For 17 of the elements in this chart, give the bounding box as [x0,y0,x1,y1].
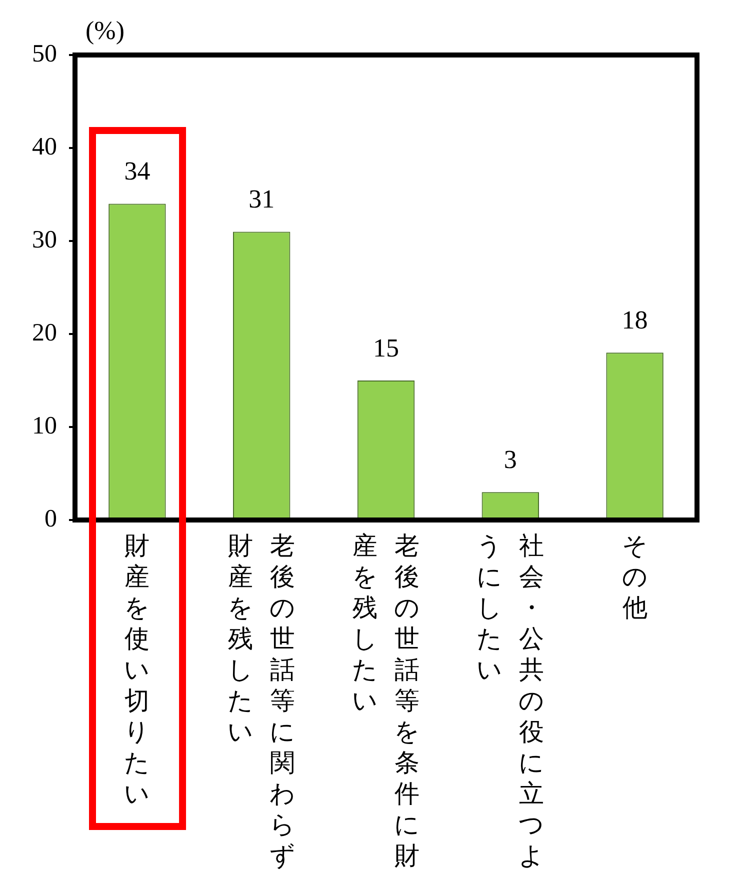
y-tick-label: 10 [32,412,57,440]
category-label: 財産を使い切りたい [124,531,150,808]
y-tick-label: 50 [32,40,57,68]
y-tick-label: 30 [32,226,57,254]
category-label: 社会・公共の役に立つようにしたい [476,531,544,870]
data-label: 34 [124,156,150,186]
category-label: 老後の世話等に関わらず財産を残したい [228,531,296,870]
y-tick-label: 20 [32,320,57,347]
data-label: 18 [622,305,648,334]
y-axis-title: (%) [86,16,124,45]
y-tick-label: 0 [44,506,57,533]
data-label: 3 [504,444,517,474]
y-tick-label: 40 [32,134,57,161]
data-label: 31 [248,184,275,214]
category-label: 老後の世話等を条件に財産を残したい [352,531,420,870]
x-tick-label: その他 [622,530,648,624]
data-label: 15 [373,333,399,362]
